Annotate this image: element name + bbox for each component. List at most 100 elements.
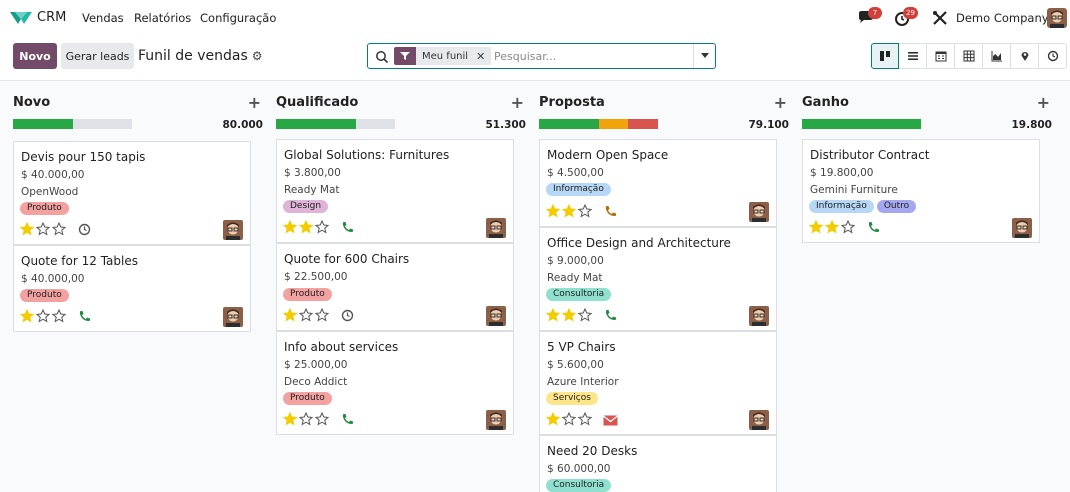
star-filled-icon[interactable] bbox=[19, 308, 35, 323]
card-global-solutions[interactable]: Global Solutions: Furnitures $ 3.800,00 … bbox=[276, 139, 514, 243]
star-empty-icon[interactable] bbox=[51, 308, 67, 323]
card-modern-open-space[interactable]: Modern Open Space $ 4.500,00 Informação bbox=[539, 139, 777, 227]
crm-logo-icon[interactable] bbox=[10, 10, 32, 26]
priority-stars[interactable] bbox=[282, 307, 330, 322]
avatar[interactable] bbox=[223, 220, 243, 240]
star-filled-icon[interactable] bbox=[545, 203, 561, 218]
user-avatar[interactable] bbox=[1047, 8, 1067, 28]
star-filled-icon[interactable] bbox=[282, 307, 298, 322]
progress-segment[interactable] bbox=[802, 119, 921, 129]
phone-icon[interactable] bbox=[78, 310, 91, 323]
phone-icon[interactable] bbox=[341, 413, 354, 426]
phone-icon[interactable] bbox=[604, 309, 617, 322]
map-view-button[interactable] bbox=[1011, 43, 1039, 69]
search-input[interactable] bbox=[494, 48, 684, 64]
column-title[interactable]: Qualificado bbox=[276, 95, 359, 110]
filter-facet[interactable]: Meu funil ✕ bbox=[394, 47, 492, 65]
add-card-icon[interactable]: + bbox=[1036, 93, 1050, 112]
search-bar[interactable]: Meu funil ✕ bbox=[367, 43, 716, 69]
gear-icon[interactable]: ⚙ bbox=[251, 49, 263, 63]
search-options-toggle[interactable] bbox=[693, 44, 715, 68]
clock-icon[interactable] bbox=[341, 309, 354, 322]
app-name[interactable]: CRM bbox=[37, 10, 67, 25]
calendar-view-button[interactable] bbox=[927, 43, 955, 69]
star-empty-icon[interactable] bbox=[298, 307, 314, 322]
email-icon[interactable] bbox=[603, 414, 618, 427]
column-title[interactable]: Proposta bbox=[539, 95, 605, 110]
star-filled-icon[interactable] bbox=[282, 219, 298, 234]
company-switcher[interactable]: Demo Company bbox=[956, 11, 1049, 25]
star-filled-icon[interactable] bbox=[545, 307, 561, 322]
star-empty-icon[interactable] bbox=[577, 203, 593, 218]
card-quote-for-600-chairs[interactable]: Quote for 600 Chairs $ 22.500,00 Produto bbox=[276, 243, 514, 331]
star-empty-icon[interactable] bbox=[35, 308, 51, 323]
menu-relatorios[interactable]: Relatórios bbox=[134, 11, 192, 25]
star-empty-icon[interactable] bbox=[35, 221, 51, 236]
priority-stars[interactable] bbox=[19, 308, 67, 323]
priority-stars[interactable] bbox=[282, 411, 330, 426]
add-card-icon[interactable]: + bbox=[247, 93, 261, 112]
star-filled-icon[interactable] bbox=[298, 219, 314, 234]
add-card-icon[interactable]: + bbox=[773, 93, 787, 112]
column-progress-bar[interactable] bbox=[802, 119, 921, 129]
menu-vendas[interactable]: Vendas bbox=[82, 11, 124, 25]
pivot-view-button[interactable] bbox=[955, 43, 983, 69]
priority-stars[interactable] bbox=[545, 203, 593, 218]
search-icon[interactable] bbox=[375, 50, 389, 64]
progress-segment[interactable] bbox=[13, 119, 73, 129]
star-empty-icon[interactable] bbox=[314, 411, 330, 426]
clock-icon[interactable] bbox=[78, 223, 91, 236]
column-progress-bar[interactable] bbox=[13, 119, 132, 129]
star-empty-icon[interactable] bbox=[298, 411, 314, 426]
star-filled-icon[interactable] bbox=[19, 221, 35, 236]
kanban-view-button[interactable] bbox=[871, 43, 899, 69]
star-filled-icon[interactable] bbox=[561, 203, 577, 218]
activity-view-button[interactable] bbox=[1039, 43, 1067, 69]
star-empty-icon[interactable] bbox=[577, 411, 593, 426]
avatar[interactable] bbox=[223, 307, 243, 327]
progress-segment[interactable] bbox=[276, 119, 356, 129]
star-filled-icon[interactable] bbox=[545, 411, 561, 426]
star-filled-icon[interactable] bbox=[561, 307, 577, 322]
star-empty-icon[interactable] bbox=[314, 219, 330, 234]
progress-segment[interactable] bbox=[539, 119, 599, 129]
menu-configuracao[interactable]: Configuração bbox=[200, 11, 277, 25]
star-empty-icon[interactable] bbox=[561, 411, 577, 426]
column-progress-bar[interactable] bbox=[276, 119, 395, 129]
phone-icon[interactable] bbox=[604, 205, 617, 218]
star-empty-icon[interactable] bbox=[314, 307, 330, 322]
star-empty-icon[interactable] bbox=[577, 307, 593, 322]
star-filled-icon[interactable] bbox=[282, 411, 298, 426]
column-title[interactable]: Novo bbox=[13, 95, 51, 110]
priority-stars[interactable] bbox=[19, 221, 67, 236]
avatar[interactable] bbox=[749, 202, 769, 222]
avatar[interactable] bbox=[1012, 218, 1032, 238]
column-progress-bar[interactable] bbox=[539, 119, 658, 129]
avatar[interactable] bbox=[749, 410, 769, 430]
avatar[interactable] bbox=[749, 306, 769, 326]
add-card-icon[interactable]: + bbox=[510, 93, 524, 112]
card-need-20-desks[interactable]: Need 20 Desks $ 60.000,00 Consultoria bbox=[539, 435, 777, 492]
priority-stars[interactable] bbox=[808, 219, 856, 234]
phone-icon[interactable] bbox=[867, 221, 880, 234]
generate-leads-button[interactable]: Gerar leads bbox=[61, 43, 134, 69]
card-devis-pour-150-tapis[interactable]: Devis pour 150 tapis $ 40.000,00 OpenWoo… bbox=[13, 141, 251, 245]
activity-clock-icon[interactable] bbox=[893, 9, 911, 27]
star-filled-icon[interactable] bbox=[808, 219, 824, 234]
star-filled-icon[interactable] bbox=[824, 219, 840, 234]
list-view-button[interactable] bbox=[899, 43, 927, 69]
priority-stars[interactable] bbox=[545, 307, 593, 322]
progress-segment[interactable] bbox=[628, 119, 658, 129]
card-office-design[interactable]: Office Design and Architecture $ 9.000,0… bbox=[539, 227, 777, 331]
star-empty-icon[interactable] bbox=[840, 219, 856, 234]
priority-stars[interactable] bbox=[282, 219, 330, 234]
close-icon[interactable]: ✕ bbox=[476, 49, 486, 63]
avatar[interactable] bbox=[486, 410, 506, 430]
avatar[interactable] bbox=[486, 306, 506, 326]
avatar[interactable] bbox=[486, 218, 506, 238]
column-title[interactable]: Ganho bbox=[802, 95, 849, 110]
phone-icon[interactable] bbox=[341, 221, 354, 234]
card-distributor-contract[interactable]: Distributor Contract $ 19.800,00 Gemini … bbox=[802, 139, 1040, 243]
card-info-about-services[interactable]: Info about services $ 25.000,00 Deco Add… bbox=[276, 331, 514, 435]
card-5-vp-chairs[interactable]: 5 VP Chairs $ 5.600,00 Azure Interior Se… bbox=[539, 331, 777, 435]
